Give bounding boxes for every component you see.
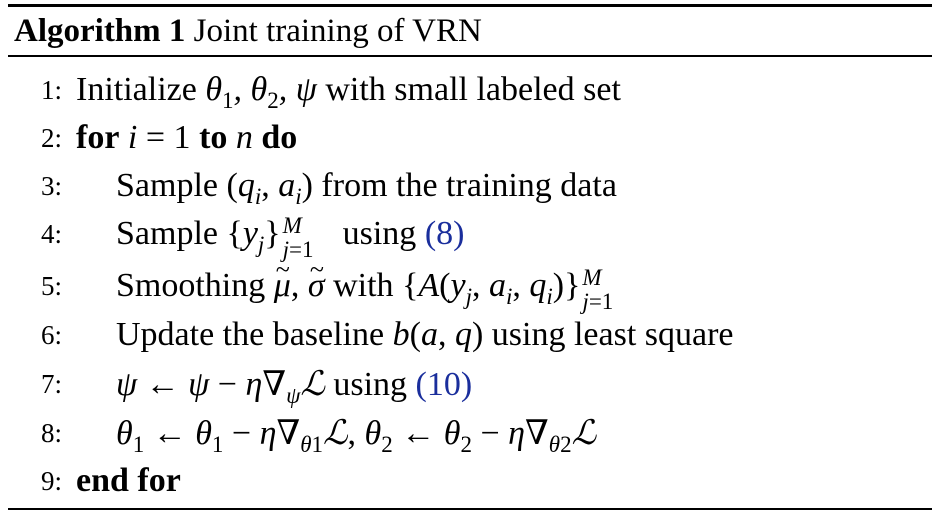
math-psi-update: ψ ← ψ − η∇ψℒ [116,364,325,409]
keyword-end-for: end for [76,462,181,499]
line-content: Update the baseline b(a, q) using least … [116,316,734,353]
algorithm-caption: Algorithm 1 Joint training of VRN [14,12,482,50]
keyword-to: to [199,119,228,156]
top-rule [8,4,932,7]
line-number: 4: [40,219,62,249]
line-content: for i = 1 to n do [76,119,298,156]
math-sample-pair: (qi, ai) [226,167,313,210]
algorithm-label: Algorithm 1 [14,13,186,49]
line-number: 3: [40,171,62,201]
line-number: 7: [40,369,62,399]
math-loop-end: n [235,119,253,156]
line-content: end for [76,458,181,504]
bottom-rule [8,508,932,510]
keyword-do: do [261,119,298,156]
line-content: Smoothing μ, σ with {A(yj, ai, qi)}Mj=1 [116,247,642,315]
math-baseline: b(a, q) [392,316,484,353]
math-params: θ1, θ2, ψ [205,71,317,114]
line-number: 9: [40,466,62,496]
line-number: 1: [40,75,62,105]
keyword-for: for [76,119,120,156]
line-number: 8: [40,418,62,448]
algorithm-title: Joint training of VRN [193,13,482,49]
equation-reference-link[interactable]: (8) [424,215,465,252]
math-smoothing-params: μ, σ [274,247,325,304]
caption-rule [8,55,932,57]
math-theta-update: θ1 ← θ1 − η∇θ1ℒ, θ2 ← θ2 − η∇θ2ℒ [116,413,597,458]
equation-reference-link[interactable]: (10) [415,366,473,403]
line-content: θ1 ← θ1 − η∇θ1ℒ, θ2 ← θ2 − η∇θ2ℒ [116,410,596,457]
line-number: 2: [40,123,62,153]
line-content: ψ ← ψ − η∇ψℒ using (10) [116,364,473,409]
line-number: 5: [40,271,62,301]
line-number: 6: [40,320,62,350]
line-content: Sample (qi, ai) from the training data [116,167,617,210]
line-content: Initialize θ1, θ2, ψ with small labeled … [76,71,621,114]
math-loop-start: i [127,119,138,156]
